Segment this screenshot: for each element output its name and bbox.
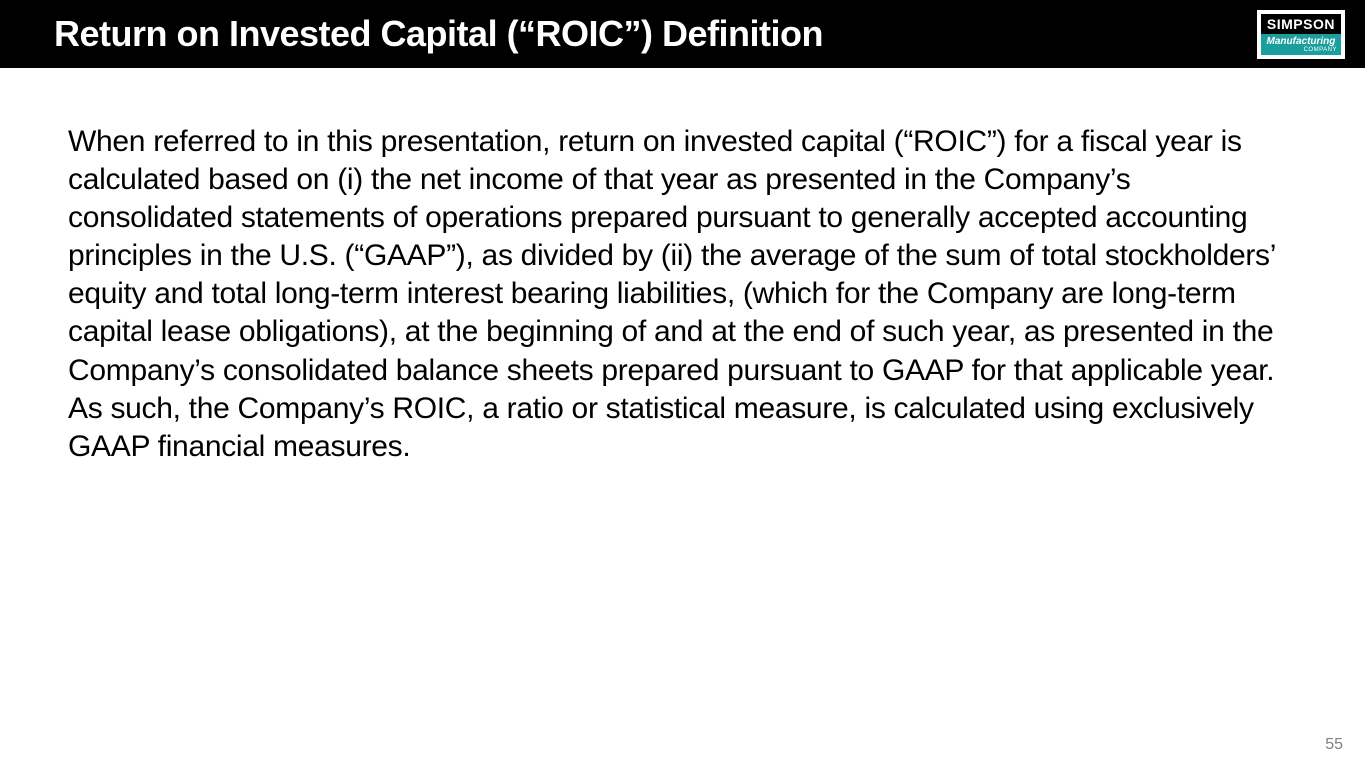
page-number: 55 — [1325, 736, 1343, 754]
slide-title: Return on Invested Capital (“ROIC”) Defi… — [54, 13, 823, 55]
logo-text-simpson: SIMPSON — [1261, 14, 1341, 34]
company-logo: SIMPSON Manufacturing COMPANY — [1257, 10, 1345, 59]
slide-body-text: When referred to in this presentation, r… — [0, 68, 1365, 466]
logo-text-company: COMPANY — [1261, 47, 1341, 55]
slide-header: Return on Invested Capital (“ROIC”) Defi… — [0, 0, 1365, 68]
logo-text-manufacturing: Manufacturing — [1261, 34, 1341, 47]
